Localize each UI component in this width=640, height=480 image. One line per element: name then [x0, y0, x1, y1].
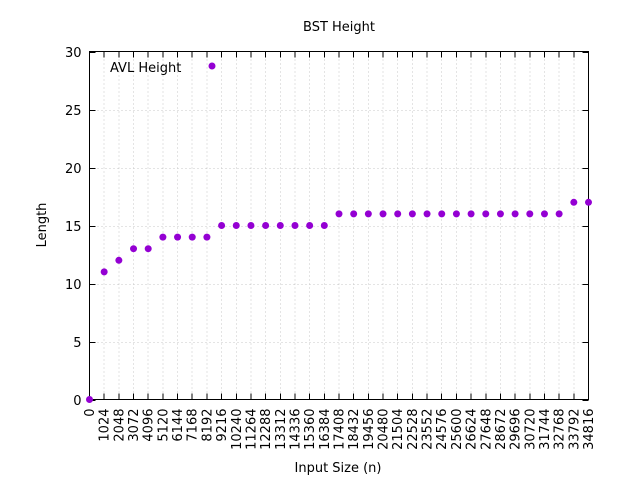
x-tick-label: 29696	[509, 409, 524, 450]
data-point	[232, 222, 240, 229]
data-points	[86, 198, 592, 403]
x-tick-label: 22528	[406, 409, 421, 450]
data-point	[262, 222, 270, 229]
data-point	[482, 210, 490, 218]
legend: AVL Height	[110, 61, 216, 76]
data-point	[130, 245, 138, 253]
data-point	[203, 233, 211, 241]
data-point	[452, 210, 460, 218]
x-tick-label: 20480	[377, 409, 392, 450]
y-tick-label: 0	[73, 394, 81, 409]
data-point	[115, 256, 123, 264]
x-tick-label: 26624	[465, 409, 480, 450]
data-point	[174, 233, 182, 241]
data-point	[496, 210, 504, 218]
data-point	[144, 245, 152, 253]
x-tick-label: 11264	[245, 409, 260, 450]
x-tick-label: 17408	[333, 409, 348, 450]
y-tick-label: 15	[65, 220, 82, 235]
x-tick-label: 2048	[113, 409, 128, 442]
x-tick-label: 30720	[524, 409, 539, 450]
x-tick-label: 6144	[171, 409, 186, 442]
x-tick-label: 28672	[494, 409, 509, 450]
data-point	[218, 222, 226, 229]
x-tick-label: 32768	[553, 409, 568, 450]
data-point	[100, 268, 108, 276]
x-tick-label: 18432	[347, 409, 362, 450]
y-tick-label: 25	[65, 104, 82, 119]
data-point	[570, 198, 578, 206]
data-point	[364, 210, 372, 218]
x-tick-label: 12288	[259, 409, 274, 450]
data-point	[526, 210, 534, 218]
y-axis: 0 5 10 15 20 25 30	[65, 46, 589, 409]
x-tick-label: 16384	[318, 409, 333, 450]
x-tick-label: 13312	[274, 409, 289, 450]
data-point	[555, 210, 563, 218]
x-tick-label: 15360	[303, 409, 318, 450]
x-tick-label: 7168	[186, 409, 201, 442]
x-tick-label: 1024	[98, 409, 113, 442]
data-point	[511, 210, 519, 218]
data-point	[394, 210, 402, 218]
data-point	[276, 222, 284, 229]
x-tick-label: 21504	[391, 409, 406, 450]
x-tick-label: 19456	[362, 409, 377, 450]
legend-marker	[208, 62, 216, 70]
x-tick-label: 34816	[582, 409, 597, 450]
y-tick-label: 10	[65, 278, 82, 293]
data-point	[247, 222, 255, 229]
chart-title: BST Height	[303, 20, 375, 35]
x-axis: 0 1024 2048 3072 4096 5120 6144 7168 8192 9216 102…	[83, 51, 597, 450]
x-tick-label: 9216	[215, 409, 230, 442]
x-tick-label: 31744	[538, 409, 553, 450]
data-point	[540, 210, 548, 218]
data-point	[423, 210, 431, 218]
x-tick-label: 27648	[480, 409, 495, 450]
x-tick-label: 10240	[230, 409, 245, 450]
x-tick-label: 14336	[289, 409, 304, 450]
data-point	[467, 210, 475, 218]
data-point	[320, 222, 328, 229]
data-point	[86, 396, 93, 403]
x-axis-label: Input Size (n)	[295, 461, 382, 476]
y-tick-label: 30	[65, 46, 82, 61]
x-tick-label: 25600	[450, 409, 465, 450]
data-point	[306, 222, 314, 229]
x-tick-label: 0	[83, 409, 98, 417]
data-point	[585, 198, 592, 206]
data-point	[291, 222, 299, 229]
y-tick-label: 20	[65, 162, 82, 177]
y-axis-label: Length	[35, 203, 50, 248]
x-tick-label: 8192	[201, 409, 216, 442]
data-point	[438, 210, 446, 218]
x-tick-label: 24576	[435, 409, 450, 450]
data-point	[159, 233, 167, 241]
data-point	[350, 210, 358, 218]
x-tick-label: 23552	[421, 409, 436, 450]
x-tick-label: 4096	[142, 409, 157, 442]
data-point	[335, 210, 343, 218]
data-point	[188, 233, 196, 241]
data-point	[408, 210, 416, 218]
legend-label: AVL Height	[110, 61, 181, 76]
x-tick-label: 3072	[127, 409, 142, 442]
x-tick-label: 5120	[157, 409, 172, 442]
y-tick-label: 5	[73, 336, 81, 351]
x-tick-label: 33792	[568, 409, 583, 450]
data-point	[379, 210, 387, 218]
